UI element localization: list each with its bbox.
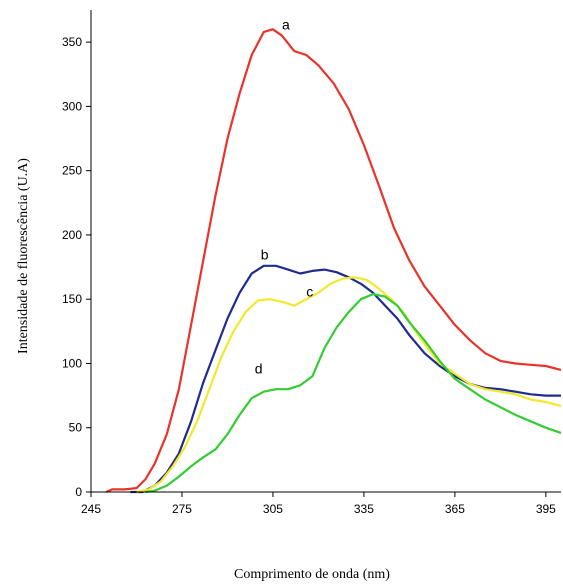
axis-labels: Comprimento de onda (nm) Intensidade de … [16,158,390,582]
plot-area: a b c d [105,16,562,494]
x-tick-label: 305 [263,502,283,516]
axes [90,10,561,493]
y-tick-label: 200 [62,228,82,242]
y-axis-title: Intensidade de fluorescência (U.A) [16,158,31,354]
series-label-c: c [306,284,313,300]
y-tick-label: 150 [62,292,82,306]
y-tick-label: 300 [62,99,82,113]
x-axis-title: Comprimento de onda (nm) [234,567,390,582]
series-label-d: d [255,361,263,377]
series-label-a: a [282,16,290,32]
series-label-b: b [261,246,269,262]
tick-marks: 0 50 100 150 200 250 300 350 245 275 305 335 365 395 [62,35,556,516]
series-line-c [136,276,562,494]
y-tick-label: 0 [75,485,82,499]
y-tick-label: 250 [62,164,82,178]
x-tick-label: 395 [536,502,556,516]
x-tick-label: 275 [172,502,192,516]
x-tick-label: 335 [354,502,374,516]
x-tick-label: 365 [445,502,465,516]
series-line-d [145,293,562,494]
series-line-a [105,28,562,494]
x-tick-label: 245 [81,502,101,516]
y-tick-label: 100 [62,356,82,370]
y-tick-label: 50 [69,421,83,435]
y-tick-label: 350 [62,35,82,49]
